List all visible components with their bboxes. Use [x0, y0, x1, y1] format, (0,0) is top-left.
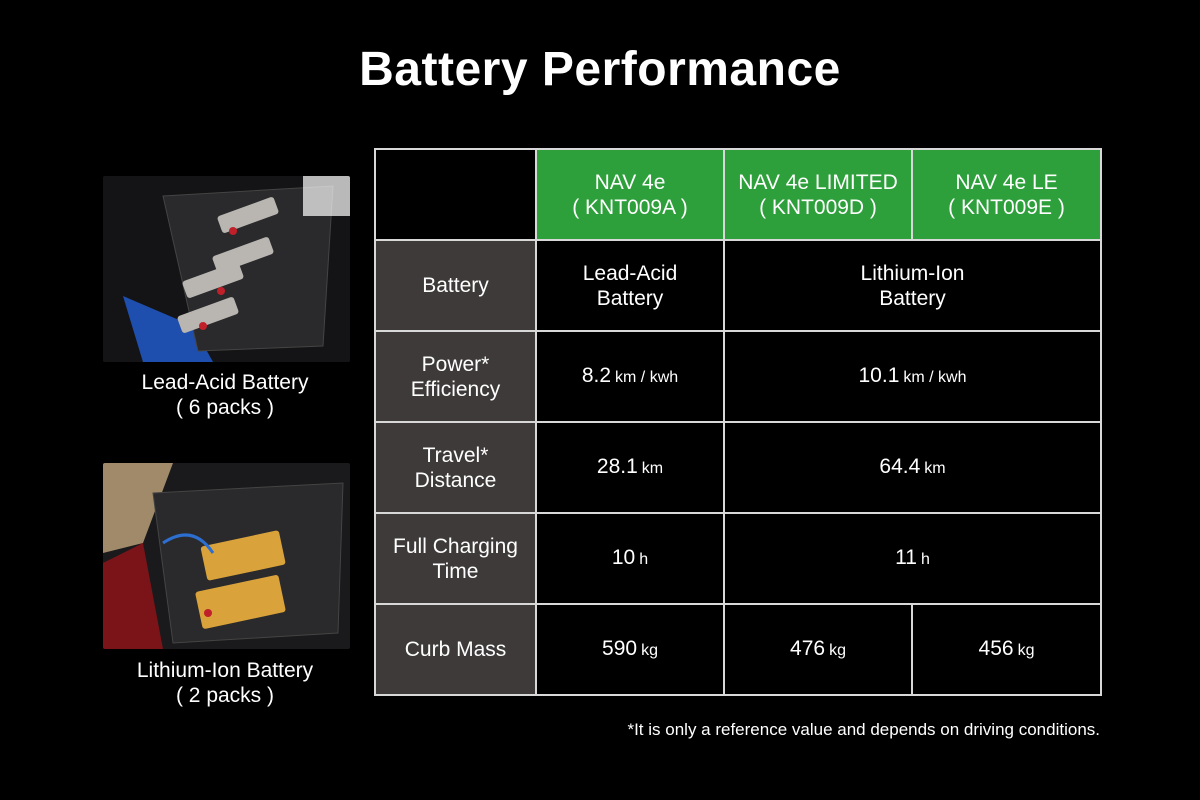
cell: 476 kg [723, 603, 913, 696]
table-row: Battery Lead-Acid Battery Lithium-Ion Batt… [374, 239, 1102, 332]
lead-acid-caption: Lead-Acid Battery ( 6 packs ) [100, 370, 350, 420]
unit: h [920, 551, 930, 568]
caption-line: ( 2 packs ) [175, 684, 275, 707]
lithium-ion-caption: Lithium-Ion Battery ( 2 packs ) [100, 658, 350, 708]
cell: 456 kg [911, 603, 1102, 696]
cell: 590 kg [535, 603, 725, 696]
unit: kg [829, 642, 846, 659]
row-label: Battery [374, 239, 537, 332]
lithium-ion-battery-photo [103, 463, 350, 649]
battery-performance-table: NAV 4e( KNT009A ) NAV 4e LIMITED( KNT009… [374, 148, 1102, 696]
value: 10 [611, 546, 636, 569]
caption-line: Lead-Acid Battery [141, 371, 309, 394]
cell-text: Lithium-Ion [860, 261, 965, 285]
caption-line: Lithium-Ion Battery [136, 659, 314, 682]
footnote: *It is only a reference value and depend… [627, 720, 1100, 739]
model-name: NAV 4e LIMITED [738, 170, 898, 194]
cell: 10 h [535, 512, 725, 605]
cell: 8.2 km / kwh [535, 330, 725, 423]
row-label: Curb Mass [374, 603, 537, 696]
caption-line: ( 6 packs ) [175, 396, 275, 419]
model-code: ( KNT009D ) [759, 195, 877, 219]
table-row: Power* Efficiency 8.2 km / kwh 10.1 km / kw… [374, 330, 1102, 423]
row-label: Travel* Distance [374, 421, 537, 514]
label-text: Efficiency [410, 377, 501, 401]
table-row: Curb Mass 590 kg 476 kg 456 kg [374, 603, 1102, 696]
cell: 10.1 km / kwh [723, 330, 1102, 423]
value: 10.1 [858, 364, 900, 387]
model-name: NAV 4e LE [955, 170, 1058, 194]
page-title: Battery Performance [359, 43, 841, 96]
value: 11 [895, 546, 917, 569]
unit: km [924, 460, 946, 477]
model-code: ( KNT009A ) [572, 195, 688, 219]
model-header: NAV 4e LIMITED( KNT009D ) [723, 148, 913, 241]
unit: km [641, 460, 664, 477]
header-row: NAV 4e( KNT009A ) NAV 4e LIMITED( KNT009… [374, 148, 1102, 241]
value: 456 [978, 637, 1014, 660]
cell-text: Lead-Acid [582, 261, 678, 285]
unit: kg [641, 642, 658, 659]
corner-cell [374, 148, 537, 241]
value: 8.2 [581, 364, 612, 387]
row-label: Power* Efficiency [374, 330, 537, 423]
label-text: Full Charging [393, 534, 518, 558]
cell-text: Battery [596, 286, 664, 310]
value: 28.1 [596, 455, 638, 478]
label-text: Travel* [422, 443, 489, 467]
unit: km / kwh [615, 369, 679, 386]
value: 590 [602, 637, 638, 660]
cell: 28.1 km [535, 421, 725, 514]
model-header: NAV 4e( KNT009A ) [535, 148, 725, 241]
table-row: Full Charging Time 10 h 11 h [374, 512, 1102, 605]
cell: Lead-Acid Battery [535, 239, 725, 332]
lead-acid-battery-photo [103, 176, 350, 362]
unit: h [639, 551, 649, 568]
cell: 11 h [723, 512, 1102, 605]
model-header: NAV 4e LE( KNT009E ) [911, 148, 1102, 241]
label-text: Distance [414, 468, 497, 492]
value: 476 [790, 637, 826, 660]
unit: km / kwh [903, 369, 967, 386]
value: 64.4 [879, 455, 921, 478]
table-row: Travel* Distance 28.1 km 64.4 km [374, 421, 1102, 514]
cell: Lithium-Ion Battery [723, 239, 1102, 332]
model-name: NAV 4e [594, 170, 666, 194]
cell: 64.4 km [723, 421, 1102, 514]
label-text: Time [432, 559, 479, 583]
model-code: ( KNT009E ) [948, 195, 1065, 219]
row-label: Full Charging Time [374, 512, 537, 605]
cell-text: Battery [879, 286, 946, 310]
unit: kg [1017, 642, 1035, 659]
label-text: Power* [421, 352, 490, 376]
